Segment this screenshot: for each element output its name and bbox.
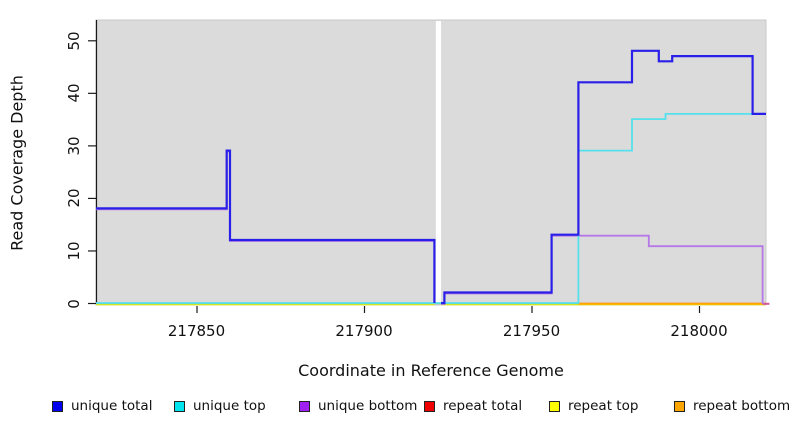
series-unique-total (441, 49, 766, 305)
y-axis-title: Read Coverage Depth (7, 75, 27, 251)
x-tick-label: 217900 (335, 322, 393, 340)
data-gap (435, 21, 442, 302)
legend-swatch-icon (52, 400, 63, 412)
legend-label: repeat bottom (693, 398, 791, 414)
y-tick-label: 10 (65, 241, 83, 261)
legend-swatch-icon (674, 400, 685, 412)
legend-label: unique top (193, 398, 266, 414)
legend-item-unique-total: unique total (52, 397, 152, 415)
legend-item-repeat-bottom: repeat bottom (674, 397, 790, 415)
y-tick-label: 30 (65, 136, 83, 156)
legend-label: repeat top (568, 398, 639, 414)
y-tick-label: 40 (65, 83, 83, 103)
legend-item-unique-top: unique top (174, 397, 266, 415)
legend-item-unique-bottom: unique bottom (299, 397, 417, 415)
legend-item-repeat-total: repeat total (424, 397, 522, 415)
x-axis-title: Coordinate in Reference Genome (298, 361, 564, 380)
x-tick-label: 217850 (167, 322, 226, 340)
legend-swatch-icon (299, 400, 310, 412)
legend-swatch-icon (549, 400, 560, 412)
plot-panel (95, 19, 767, 306)
x-tick-label: 217950 (502, 322, 561, 340)
y-tick-label: 50 (65, 31, 83, 51)
x-tick-label: 218000 (670, 322, 728, 340)
legend-swatch-icon (174, 400, 185, 412)
legend-swatch-icon (424, 400, 435, 412)
series-unique-total (96, 149, 436, 303)
legend-label: unique total (71, 398, 153, 414)
series-unique-top (96, 113, 766, 304)
legend-label: repeat total (443, 398, 523, 414)
legend-item-repeat-top: repeat top (549, 397, 638, 415)
legend-label: unique bottom (318, 398, 418, 414)
y-tick-label: 0 (65, 298, 83, 309)
y-tick-label: 20 (65, 188, 83, 208)
legend: unique total unique top unique bottom repea… (0, 397, 792, 419)
